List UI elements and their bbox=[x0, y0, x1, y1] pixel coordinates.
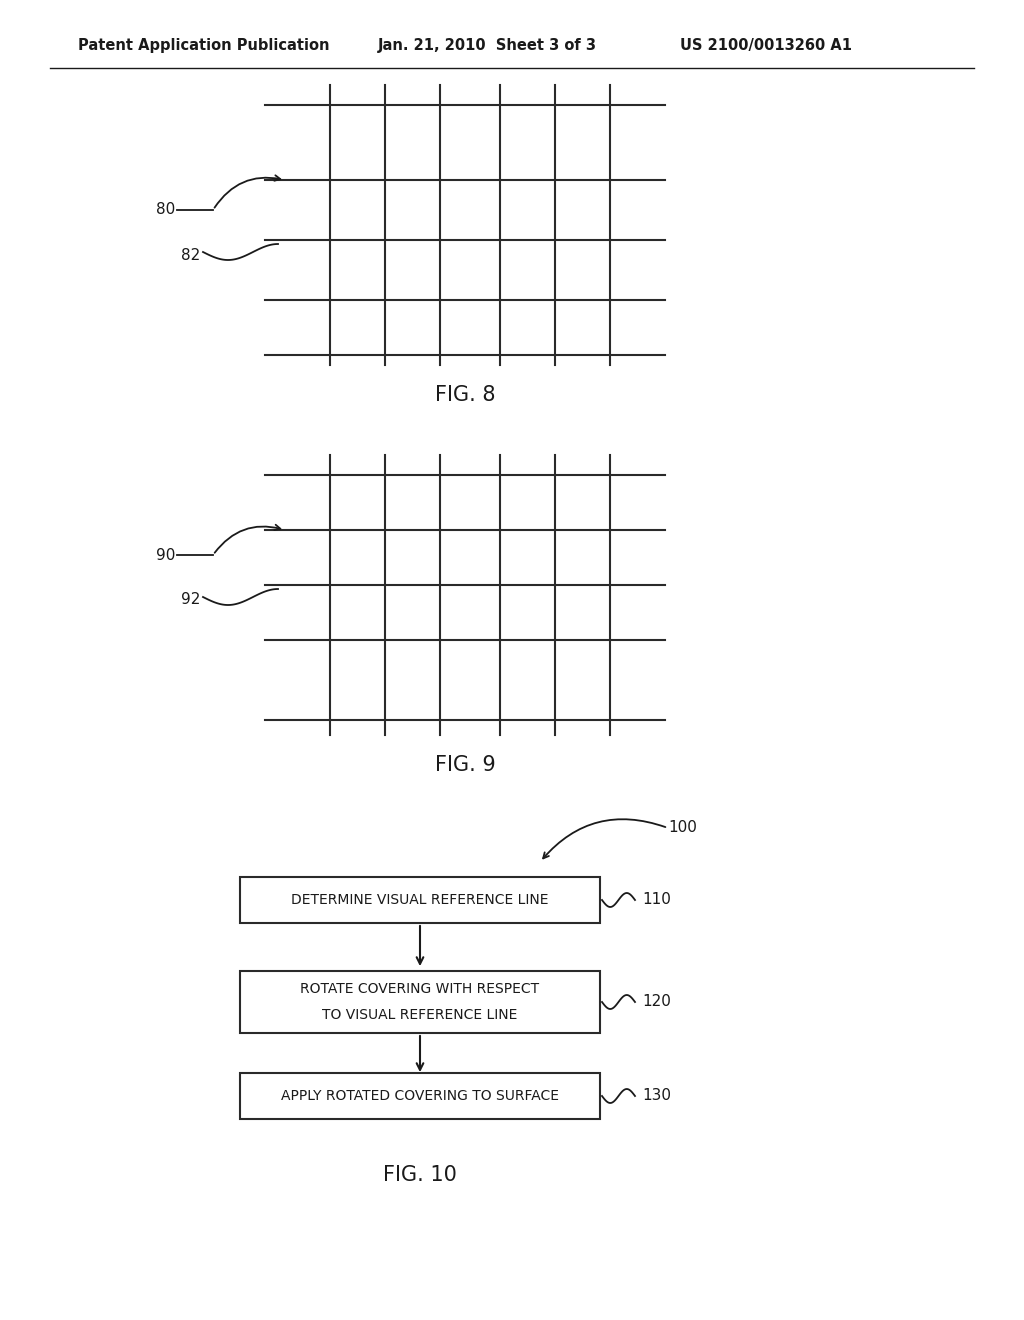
Text: 80: 80 bbox=[156, 202, 175, 218]
Text: FIG. 10: FIG. 10 bbox=[383, 1166, 457, 1185]
Text: FIG. 8: FIG. 8 bbox=[435, 385, 496, 405]
Text: 130: 130 bbox=[642, 1089, 671, 1104]
Text: US 2100/0013260 A1: US 2100/0013260 A1 bbox=[680, 38, 852, 53]
Text: Jan. 21, 2010  Sheet 3 of 3: Jan. 21, 2010 Sheet 3 of 3 bbox=[378, 38, 597, 53]
Text: ROTATE COVERING WITH RESPECT: ROTATE COVERING WITH RESPECT bbox=[300, 982, 540, 997]
Text: FIG. 9: FIG. 9 bbox=[434, 755, 496, 775]
Text: 100: 100 bbox=[668, 820, 697, 836]
Text: 82: 82 bbox=[181, 248, 200, 263]
Text: 92: 92 bbox=[180, 593, 200, 607]
Text: 90: 90 bbox=[156, 548, 175, 562]
Text: APPLY ROTATED COVERING TO SURFACE: APPLY ROTATED COVERING TO SURFACE bbox=[281, 1089, 559, 1104]
Text: TO VISUAL REFERENCE LINE: TO VISUAL REFERENCE LINE bbox=[323, 1008, 518, 1022]
Text: 110: 110 bbox=[642, 892, 671, 908]
Text: 120: 120 bbox=[642, 994, 671, 1010]
Text: Patent Application Publication: Patent Application Publication bbox=[78, 38, 330, 53]
Text: DETERMINE VISUAL REFERENCE LINE: DETERMINE VISUAL REFERENCE LINE bbox=[291, 894, 549, 907]
